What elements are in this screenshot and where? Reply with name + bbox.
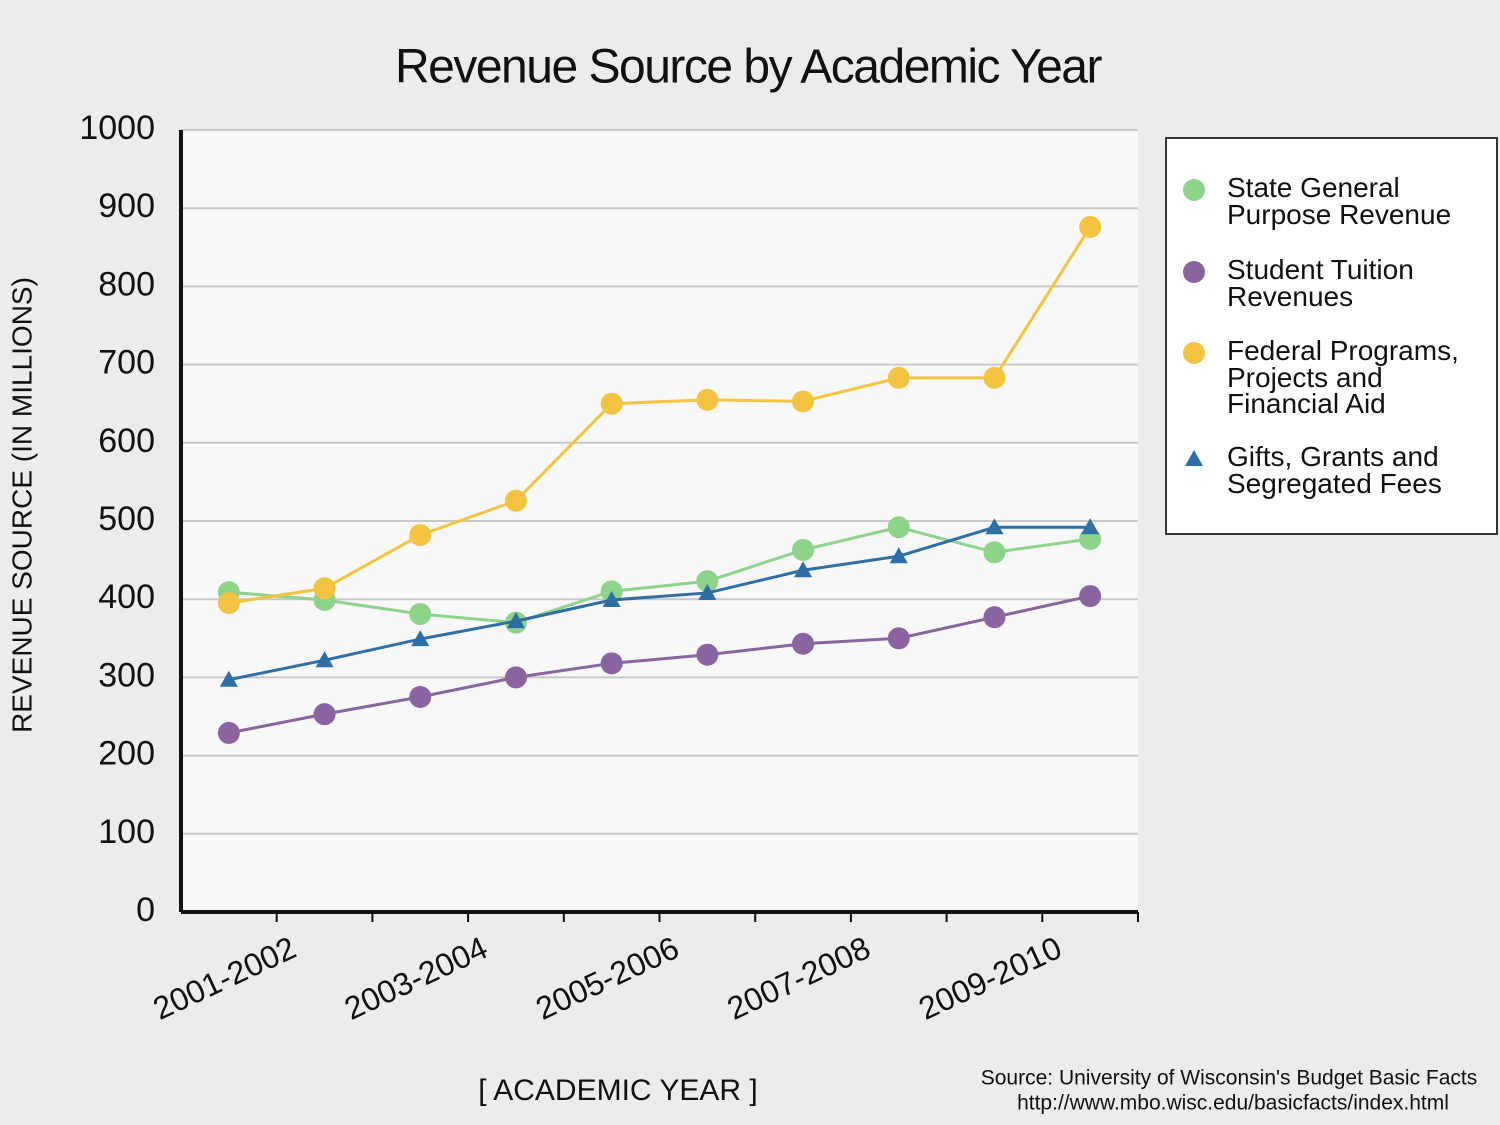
data-point — [696, 643, 719, 666]
y-tick-label: 200 — [98, 735, 155, 773]
legend-label: Gifts, Grants and Segregated Fees — [1227, 441, 1442, 499]
data-point — [1081, 518, 1100, 535]
data-point — [696, 388, 719, 411]
data-point — [887, 627, 910, 650]
data-point — [411, 630, 430, 647]
data-point — [983, 541, 1006, 564]
legend-entry: Student Tuition Revenues — [1183, 254, 1495, 312]
data-point — [409, 685, 432, 708]
data-point — [600, 392, 623, 415]
data-point — [696, 570, 719, 593]
data-point — [1079, 585, 1102, 608]
legend: State General Purpose Revenue Student Tui… — [1165, 137, 1498, 535]
data-point — [698, 583, 717, 600]
y-tick-label: 800 — [98, 265, 155, 303]
y-tick-label: 700 — [98, 344, 155, 382]
data-point — [792, 390, 815, 413]
x-tick-label: 2001-2002 — [147, 929, 301, 1026]
data-point — [792, 632, 815, 655]
x-tick-label: 2005-2006 — [530, 929, 684, 1026]
legend-marker — [1183, 179, 1205, 201]
y-tick-label: 400 — [98, 578, 155, 616]
data-point — [600, 652, 623, 675]
legend-label: State General Purpose Revenue — [1227, 172, 1452, 230]
data-point — [504, 666, 527, 689]
data-point — [792, 538, 815, 561]
y-tick-label: 300 — [98, 656, 155, 694]
data-point — [983, 366, 1006, 389]
source: Source: University of Wisconsin's Budget… — [981, 1067, 1478, 1090]
legend-symbol — [1183, 179, 1205, 201]
legend-label: Federal Programs, Projects and Financial… — [1227, 335, 1459, 420]
legend-symbol — [1183, 261, 1205, 283]
x-tick-label: 2003-2004 — [339, 929, 493, 1026]
y-tick-label: 500 — [98, 500, 155, 538]
data-point — [794, 561, 813, 578]
data-point — [504, 489, 527, 512]
y-tick-label: 0 — [136, 891, 155, 929]
data-point — [409, 524, 432, 547]
series-line — [228, 226, 1092, 605]
series-line — [228, 594, 1091, 735]
y-tick-label: 100 — [98, 813, 155, 851]
data-point — [315, 651, 334, 668]
legend-marker — [1183, 261, 1205, 283]
data-point — [506, 612, 525, 629]
legend-label: Student Tuition Revenues — [1227, 254, 1414, 312]
data-point — [983, 606, 1006, 629]
series-line — [228, 525, 1091, 625]
x-tick-label: 2007-2008 — [722, 929, 876, 1026]
data-point — [217, 721, 240, 744]
legend-entry: Gifts, Grants and Segregated Fees — [1185, 441, 1495, 499]
x-tick-label: 2009-2010 — [913, 929, 1067, 1026]
y-axis-label: REVENUE SOURCE (IN MILLIONS) — [6, 277, 37, 733]
legend-marker — [1185, 450, 1203, 466]
data-point — [887, 366, 910, 389]
data-point — [602, 590, 621, 607]
y-tick-label: 900 — [98, 187, 155, 225]
data-point — [313, 577, 336, 600]
x-axis-label: [ ACADEMIC YEAR ] — [478, 1074, 758, 1107]
data-point — [217, 592, 240, 615]
y-tick-label: 1000 — [79, 109, 155, 147]
data-point — [887, 516, 910, 539]
legend-symbol — [1183, 342, 1205, 364]
chart-title: Revenue Source by Academic Year — [395, 41, 1103, 94]
series-line — [228, 525, 1091, 682]
legend-marker — [1183, 342, 1205, 364]
data-point — [409, 603, 432, 626]
y-tick-label: 600 — [98, 422, 155, 460]
legend-entry: State General Purpose Revenue — [1183, 172, 1495, 230]
source-url: http://www.mbo.wisc.edu/basicfacts/index… — [1017, 1092, 1449, 1115]
data-point — [313, 703, 336, 726]
data-point — [219, 670, 238, 687]
data-point — [985, 518, 1004, 535]
data-point — [889, 547, 908, 564]
legend-entry: Federal Programs, Projects and Financial… — [1183, 335, 1495, 420]
legend-symbol — [1185, 450, 1203, 466]
data-point — [1079, 215, 1102, 238]
